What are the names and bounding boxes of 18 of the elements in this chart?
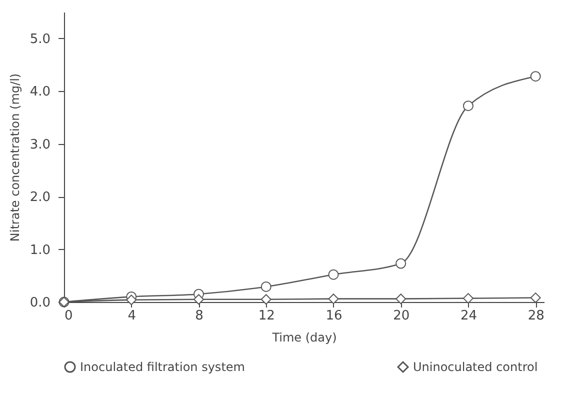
x-tick-label: 16	[326, 308, 342, 324]
x-tick-label: 12	[258, 308, 275, 324]
y-tick-label: 2.0	[30, 190, 50, 206]
x-tick-label: 0	[64, 308, 73, 324]
legend-label: Inoculated filtration system	[80, 360, 245, 374]
y-tick-label: 1.0	[30, 242, 50, 258]
x-axis-title: Time (day)	[271, 330, 337, 344]
x-tick-label: 4	[128, 308, 136, 324]
x-tick-label: 20	[393, 308, 410, 324]
y-tick-label: 3.0	[30, 137, 50, 152]
x-tick-label: 24	[460, 308, 477, 324]
x-tick-label: 28	[528, 308, 544, 324]
y-tick-label: 5.0	[30, 32, 50, 47]
y-axis-title: Nitrate concentration (mg/l)	[8, 73, 22, 242]
legend-label: Uninoculated control	[413, 360, 538, 374]
y-tick-label: 0.0	[30, 296, 50, 310]
x-tick-label: 8	[195, 308, 204, 324]
y-tick-label: 4.0	[30, 84, 50, 100]
